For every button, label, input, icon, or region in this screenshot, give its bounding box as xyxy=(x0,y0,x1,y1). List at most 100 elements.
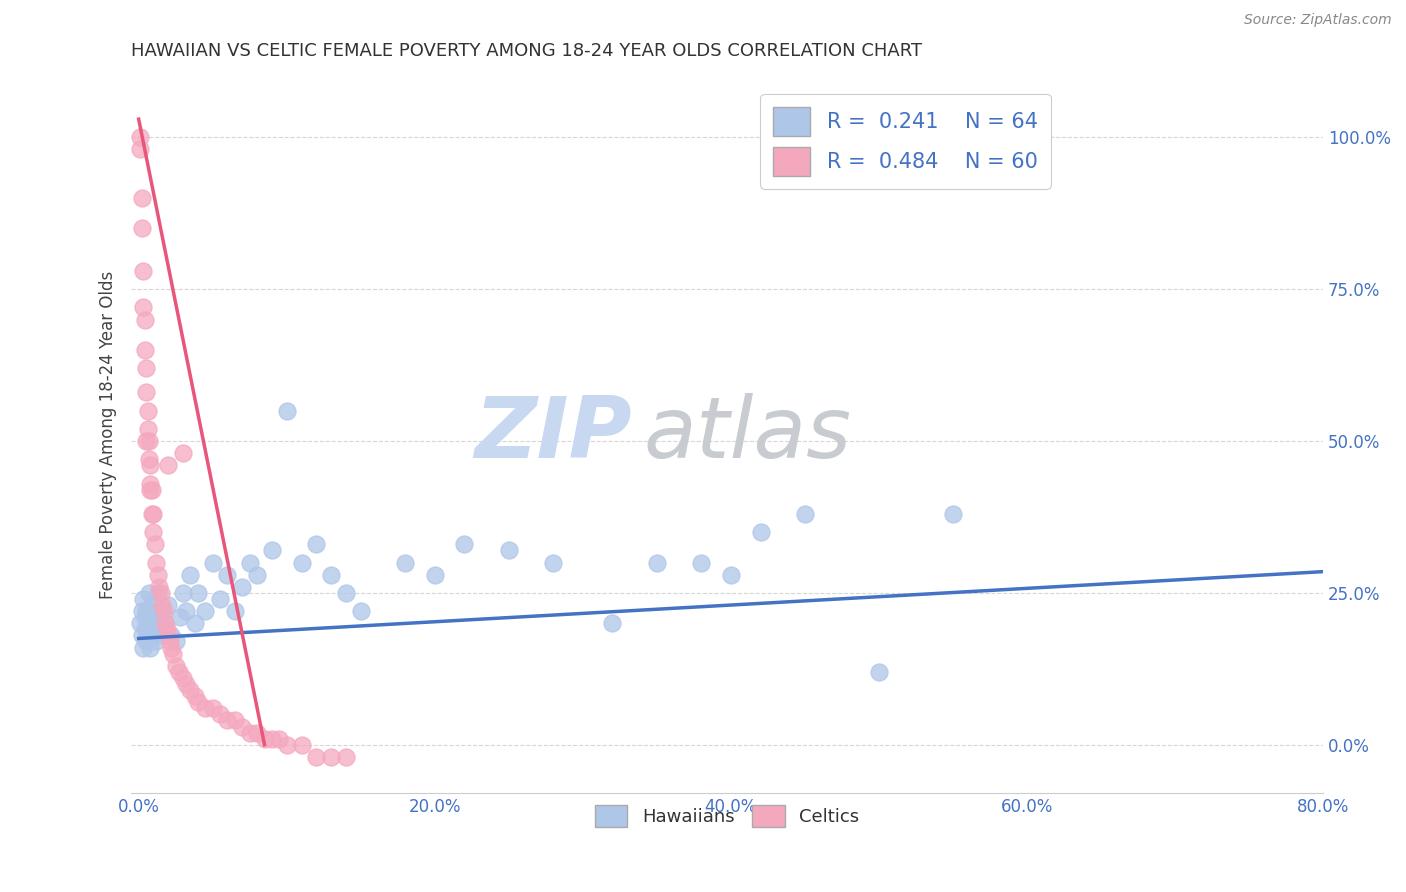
Point xyxy=(690,556,713,570)
Point xyxy=(276,738,298,752)
Point xyxy=(141,507,163,521)
Point xyxy=(148,616,170,631)
Point xyxy=(239,556,262,570)
Point xyxy=(194,701,217,715)
Point xyxy=(246,725,269,739)
Point xyxy=(246,567,269,582)
Point xyxy=(150,598,173,612)
Point xyxy=(136,403,159,417)
Point xyxy=(159,634,181,648)
Text: ZIP: ZIP xyxy=(474,393,631,476)
Point xyxy=(153,604,176,618)
Point xyxy=(209,707,232,722)
Point xyxy=(146,567,169,582)
Point xyxy=(260,731,283,746)
Point xyxy=(201,556,224,570)
Text: atlas: atlas xyxy=(644,393,852,476)
Point xyxy=(149,628,172,642)
Point xyxy=(145,556,167,570)
Point xyxy=(149,586,172,600)
Point xyxy=(217,714,239,728)
Point xyxy=(290,556,312,570)
Point xyxy=(172,586,194,600)
Point xyxy=(146,586,169,600)
Point xyxy=(139,640,162,655)
Point xyxy=(868,665,890,679)
Point xyxy=(157,598,180,612)
Point xyxy=(602,616,624,631)
Point xyxy=(394,556,416,570)
Point xyxy=(350,604,373,618)
Point xyxy=(155,616,177,631)
Point xyxy=(305,750,328,764)
Point xyxy=(131,191,153,205)
Point xyxy=(138,452,160,467)
Point xyxy=(453,537,475,551)
Point xyxy=(138,434,160,448)
Point xyxy=(135,385,157,400)
Point xyxy=(134,312,156,326)
Point xyxy=(139,623,162,637)
Point xyxy=(129,130,152,145)
Point xyxy=(131,604,153,618)
Point xyxy=(157,458,180,473)
Point xyxy=(305,537,328,551)
Point xyxy=(157,628,180,642)
Point xyxy=(141,610,163,624)
Point xyxy=(136,616,159,631)
Point xyxy=(136,422,159,436)
Point xyxy=(138,586,160,600)
Point xyxy=(135,604,157,618)
Point xyxy=(269,731,291,746)
Point xyxy=(135,434,157,448)
Point xyxy=(231,580,253,594)
Point xyxy=(132,301,155,315)
Point xyxy=(142,525,165,540)
Legend: Hawaiians, Celtics: Hawaiians, Celtics xyxy=(588,798,866,835)
Point xyxy=(290,738,312,752)
Point xyxy=(187,695,209,709)
Point xyxy=(541,556,564,570)
Point xyxy=(135,361,157,376)
Point xyxy=(276,403,298,417)
Point xyxy=(187,586,209,600)
Point xyxy=(132,640,155,655)
Point xyxy=(153,623,176,637)
Point xyxy=(720,567,742,582)
Point xyxy=(162,647,184,661)
Point xyxy=(231,719,253,733)
Point xyxy=(141,483,163,497)
Point xyxy=(134,623,156,637)
Point xyxy=(160,640,183,655)
Point xyxy=(131,628,153,642)
Point xyxy=(139,483,162,497)
Point xyxy=(142,507,165,521)
Point xyxy=(139,458,162,473)
Point xyxy=(217,567,239,582)
Point xyxy=(260,543,283,558)
Point xyxy=(239,725,262,739)
Point xyxy=(150,604,173,618)
Point xyxy=(194,604,217,618)
Point xyxy=(793,507,815,521)
Point xyxy=(645,556,668,570)
Point xyxy=(169,610,191,624)
Point xyxy=(253,731,276,746)
Point xyxy=(138,604,160,618)
Point xyxy=(132,264,155,278)
Point xyxy=(142,628,165,642)
Point xyxy=(184,689,207,703)
Point xyxy=(172,671,194,685)
Point xyxy=(129,616,152,631)
Point xyxy=(136,628,159,642)
Point xyxy=(224,604,246,618)
Point xyxy=(134,343,156,357)
Point xyxy=(498,543,520,558)
Point xyxy=(172,446,194,460)
Point xyxy=(224,714,246,728)
Point xyxy=(942,507,965,521)
Point xyxy=(184,616,207,631)
Point xyxy=(321,750,343,764)
Point xyxy=(145,634,167,648)
Point xyxy=(335,750,357,764)
